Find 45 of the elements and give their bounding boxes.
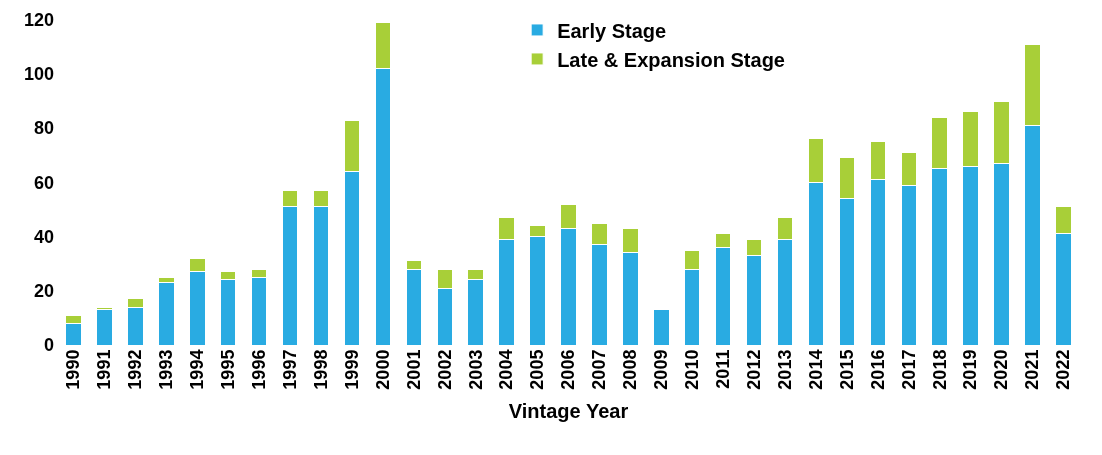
y-tick-label: 20 [33,281,54,302]
bar [96,309,113,345]
y-tick-label: 60 [33,172,54,193]
x-tick-label: 2012 [743,349,764,390]
x-tick-label: 2008 [620,349,641,390]
x-tick-label: 1992 [125,349,146,390]
y-tick-label: 80 [33,118,54,139]
x-tick-label: 2013 [774,349,795,390]
y-tick-label: 0 [43,335,54,356]
x-tick-label: 1999 [341,349,362,390]
x-tick-label: 2019 [960,349,981,390]
x-tick-label: 1996 [249,349,270,390]
y-tick-label: 120 [23,10,54,31]
x-tick-label: 2022 [1053,349,1074,390]
x-tick-label: 2020 [991,349,1012,390]
x-tick-label: 2005 [527,349,548,390]
x-tick-label: 2000 [372,349,393,390]
x-tick-label: 2001 [403,349,424,390]
x-tick-label: 2003 [465,349,486,390]
x-tick-label: 1991 [94,349,115,390]
x-tick-label: 1993 [156,349,177,390]
bar [653,309,670,345]
x-tick-label: 1990 [63,349,84,390]
legend-label: Early Stage [557,19,667,42]
x-tick-label: 2011 [713,349,734,389]
x-tick-label: 2006 [558,349,579,390]
y-tick-label: 40 [33,226,54,247]
x-tick-label: 1998 [310,349,331,390]
y-tick-label: 100 [23,64,54,85]
x-tick-label: 2017 [898,349,919,390]
x-tick-label: 2021 [1022,349,1043,390]
legend-label: Late & Expansion Stage [557,48,785,71]
x-axis-title: Vintage Year [508,400,629,423]
x-tick-label: 2018 [929,349,950,390]
x-tick-label: 2004 [496,349,517,390]
x-tick-label: 2007 [589,349,610,390]
x-tick-label: 1994 [187,349,208,390]
x-tick-label: 2009 [651,349,672,390]
x-tick-label: 2015 [836,349,857,390]
x-tick-label: 2016 [867,349,888,390]
x-tick-label: 1997 [279,349,300,390]
x-tick-label: 2002 [434,349,455,390]
x-tick-label: 2014 [805,349,826,390]
x-tick-label: 2010 [682,349,703,390]
x-tick-label: 1995 [218,349,239,390]
